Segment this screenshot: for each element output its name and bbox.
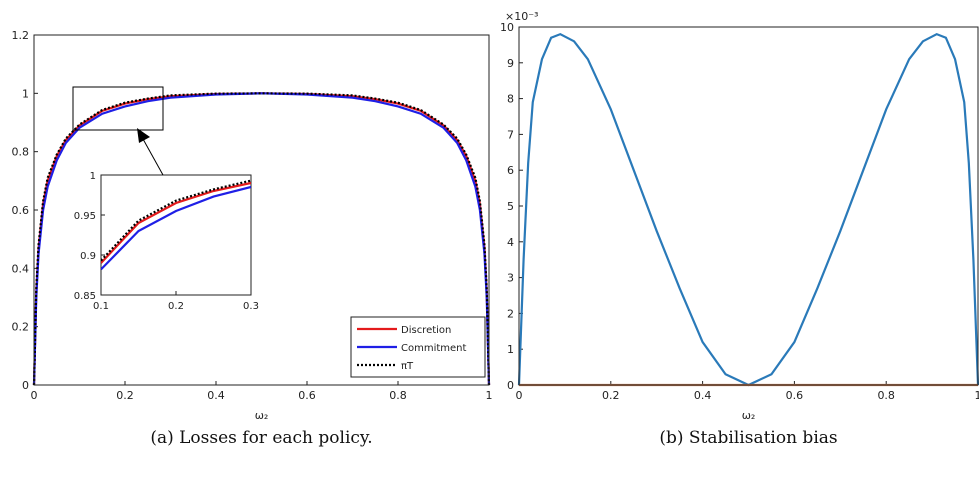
y-tick-label: 8	[507, 93, 514, 106]
legend-label: Commitment	[401, 343, 467, 354]
caption: (a) Losses for each policy.	[150, 428, 372, 448]
x-tick-label: 0.2	[168, 301, 184, 312]
x-tick-label: 0.6	[298, 389, 316, 402]
y-tick-label: 0.85	[74, 291, 96, 302]
y-tick-label: 2	[507, 307, 514, 320]
y-tick-label: 0.6	[12, 204, 30, 217]
y-tick-label: 1	[22, 87, 29, 100]
x-axis-label: ω₂	[255, 409, 269, 422]
y-tick-label: 4	[507, 236, 514, 249]
x-tick-label: 0.4	[207, 389, 225, 402]
legend-label: πT	[401, 361, 414, 372]
y-tick-label: 5	[507, 200, 514, 213]
legend-label: Discretion	[401, 325, 451, 336]
x-axis-label: ω₂	[742, 409, 756, 422]
x-tick-label: 0.6	[786, 389, 804, 402]
x-tick-label: 0	[31, 389, 38, 402]
y-tick-label: 9	[507, 57, 514, 70]
x-tick-label: 1	[975, 389, 979, 402]
x-tick-label: 0.3	[243, 301, 259, 312]
x-tick-label: 0	[516, 389, 523, 402]
y-tick-label: 3	[507, 272, 514, 285]
x-tick-label: 0.2	[602, 389, 620, 402]
x-tick-label: 0.1	[93, 301, 109, 312]
y-tick-label: 0	[507, 379, 514, 392]
y-tick-label: 0.9	[80, 251, 96, 262]
y-tick-label: 1.2	[12, 29, 30, 42]
y-tick-label: 1	[90, 171, 96, 182]
y-tick-label: 0	[22, 379, 29, 392]
caption: (b) Stabilisation bias	[659, 428, 837, 448]
x-tick-label: 0.2	[116, 389, 134, 402]
x-tick-label: 0.8	[877, 389, 895, 402]
y-multiplier: ×10⁻³	[505, 10, 538, 23]
y-tick-label: 0.95	[74, 211, 96, 222]
x-tick-label: 0.4	[694, 389, 712, 402]
y-tick-label: 7	[507, 128, 514, 141]
y-tick-label: 0.8	[12, 146, 30, 159]
y-tick-label: 6	[507, 164, 514, 177]
x-tick-label: 1	[486, 389, 493, 402]
y-tick-label: 0.4	[12, 262, 30, 275]
y-tick-label: 0.2	[12, 321, 30, 334]
x-tick-label: 0.8	[389, 389, 407, 402]
plot-frame	[519, 27, 978, 385]
y-tick-label: 1	[507, 343, 514, 356]
